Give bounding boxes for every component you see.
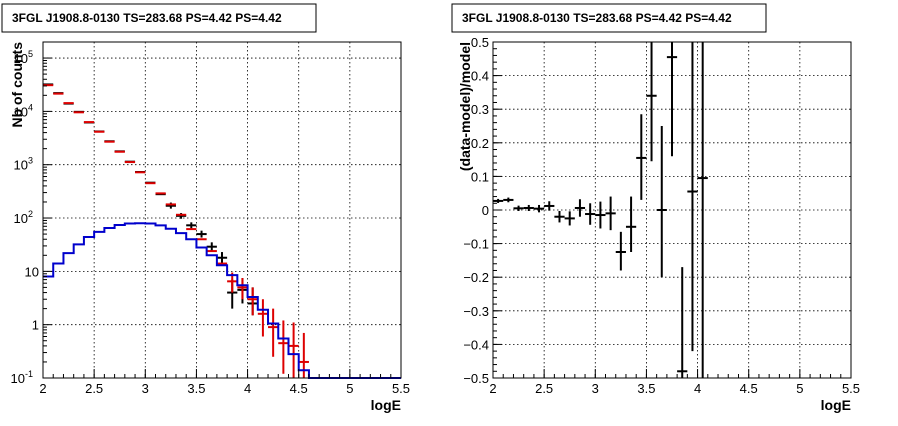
x-tick-label: 4.5 xyxy=(290,381,308,396)
right-axes: 2 2.5 3 3.5 4 4.5 5 5.5 −0.5 −0.4 −0.3 −0.2 −0.1 0 0.1… xyxy=(463,35,860,396)
x-tick-label: 2 xyxy=(39,381,46,396)
data-point xyxy=(666,42,678,157)
right-x-axis-label: logE xyxy=(821,397,851,413)
data-point xyxy=(544,201,555,211)
right-marks xyxy=(493,42,708,378)
x-tick-label: 5.5 xyxy=(392,381,410,396)
data-point xyxy=(585,203,596,225)
left-grid xyxy=(43,42,401,378)
x-tick-label: 3 xyxy=(592,381,599,396)
data-point xyxy=(257,299,269,337)
y-tick-label: 104 xyxy=(14,102,33,119)
x-tick-label: 3.5 xyxy=(187,381,205,396)
data-point xyxy=(186,222,197,229)
data-point xyxy=(513,205,524,212)
data-point xyxy=(278,320,289,374)
y-tick-label: 10 xyxy=(25,264,39,279)
left-y-axis-label: Nb of counts xyxy=(9,42,25,128)
left-marks xyxy=(43,83,401,379)
data-point xyxy=(656,126,667,278)
y-tick-label: 0.1 xyxy=(471,169,489,184)
x-tick-label: 2.5 xyxy=(535,381,553,396)
y-tick-label: 0 xyxy=(482,203,489,218)
data-point xyxy=(493,198,504,203)
data-point xyxy=(268,308,279,357)
data-point xyxy=(237,278,248,300)
y-tick-label: −0.5 xyxy=(463,371,489,386)
data-point xyxy=(605,196,616,231)
data-point xyxy=(288,322,299,378)
x-tick-label: 3.5 xyxy=(637,381,655,396)
y-tick-label: −0.3 xyxy=(463,304,489,319)
data-point xyxy=(677,267,688,378)
left-x-axis-label: logE xyxy=(371,397,401,413)
x-tick-label: 4 xyxy=(694,381,701,396)
x-tick-label: 2.5 xyxy=(85,381,103,396)
data-point xyxy=(564,211,575,226)
data-point xyxy=(595,201,606,229)
left-plot-frame xyxy=(42,41,402,379)
y-tick-label: 103 xyxy=(14,156,33,173)
x-tick-label: 4.5 xyxy=(740,381,758,396)
data-point xyxy=(196,230,207,238)
data-point xyxy=(646,42,657,162)
y-tick-label: 102 xyxy=(14,209,33,226)
data-point xyxy=(533,204,545,213)
x-tick-label: 4 xyxy=(244,381,251,396)
data-point xyxy=(206,242,217,252)
left-panel: 3FGL J1908.8-0130 TS=283.68 PS=4.42 PS=4… xyxy=(1,3,410,413)
y-tick-label: −0.4 xyxy=(463,337,489,352)
right-panel: 3FGL J1908.8-0130 TS=283.68 PS=4.42 PS=4… xyxy=(451,3,860,413)
data-point xyxy=(615,231,626,271)
data-point xyxy=(625,196,637,252)
y-tick-label: 0.3 xyxy=(471,102,489,117)
left-axes: 2 2.5 3 3.5 4 4.5 5 5.5 10-1 1 10 102 103 104 105 xyxy=(11,41,410,396)
y-tick-label: 0.4 xyxy=(471,69,489,84)
data-point xyxy=(503,197,514,203)
data-point xyxy=(247,287,258,316)
right-title-box xyxy=(451,3,767,33)
right-grid xyxy=(493,42,851,378)
left-title-box xyxy=(1,3,317,33)
y-tick-label: −0.2 xyxy=(463,270,489,285)
data-point xyxy=(523,204,534,212)
data-point xyxy=(554,211,565,223)
data-point xyxy=(298,332,309,378)
y-tick-label: −0.1 xyxy=(463,237,489,252)
y-tick-label: 10-1 xyxy=(11,369,33,386)
x-tick-label: 5.5 xyxy=(842,381,860,396)
data-point xyxy=(216,252,228,264)
right-chart-title: 3FGL J1908.8-0130 TS=283.68 PS=4.42 PS=4… xyxy=(462,11,732,25)
data-point xyxy=(574,199,586,217)
x-tick-label: 2 xyxy=(489,381,496,396)
y-tick-label: 0.2 xyxy=(471,136,489,151)
left-chart-title: 3FGL J1908.8-0130 TS=283.68 PS=4.42 PS=4… xyxy=(12,11,282,25)
right-y-axis-label: (data-model)/model xyxy=(457,42,473,171)
y-tick-label: 1 xyxy=(32,318,39,333)
data-point xyxy=(687,42,698,352)
y-tick-label: 0.5 xyxy=(471,35,489,50)
model-component-step-line xyxy=(43,222,401,379)
data-point xyxy=(636,114,647,200)
y-tick-label: 105 xyxy=(14,49,33,66)
x-tick-label: 3 xyxy=(142,381,149,396)
data-point xyxy=(697,42,708,378)
x-tick-label: 5 xyxy=(796,381,803,396)
x-tick-label: 5 xyxy=(346,381,353,396)
